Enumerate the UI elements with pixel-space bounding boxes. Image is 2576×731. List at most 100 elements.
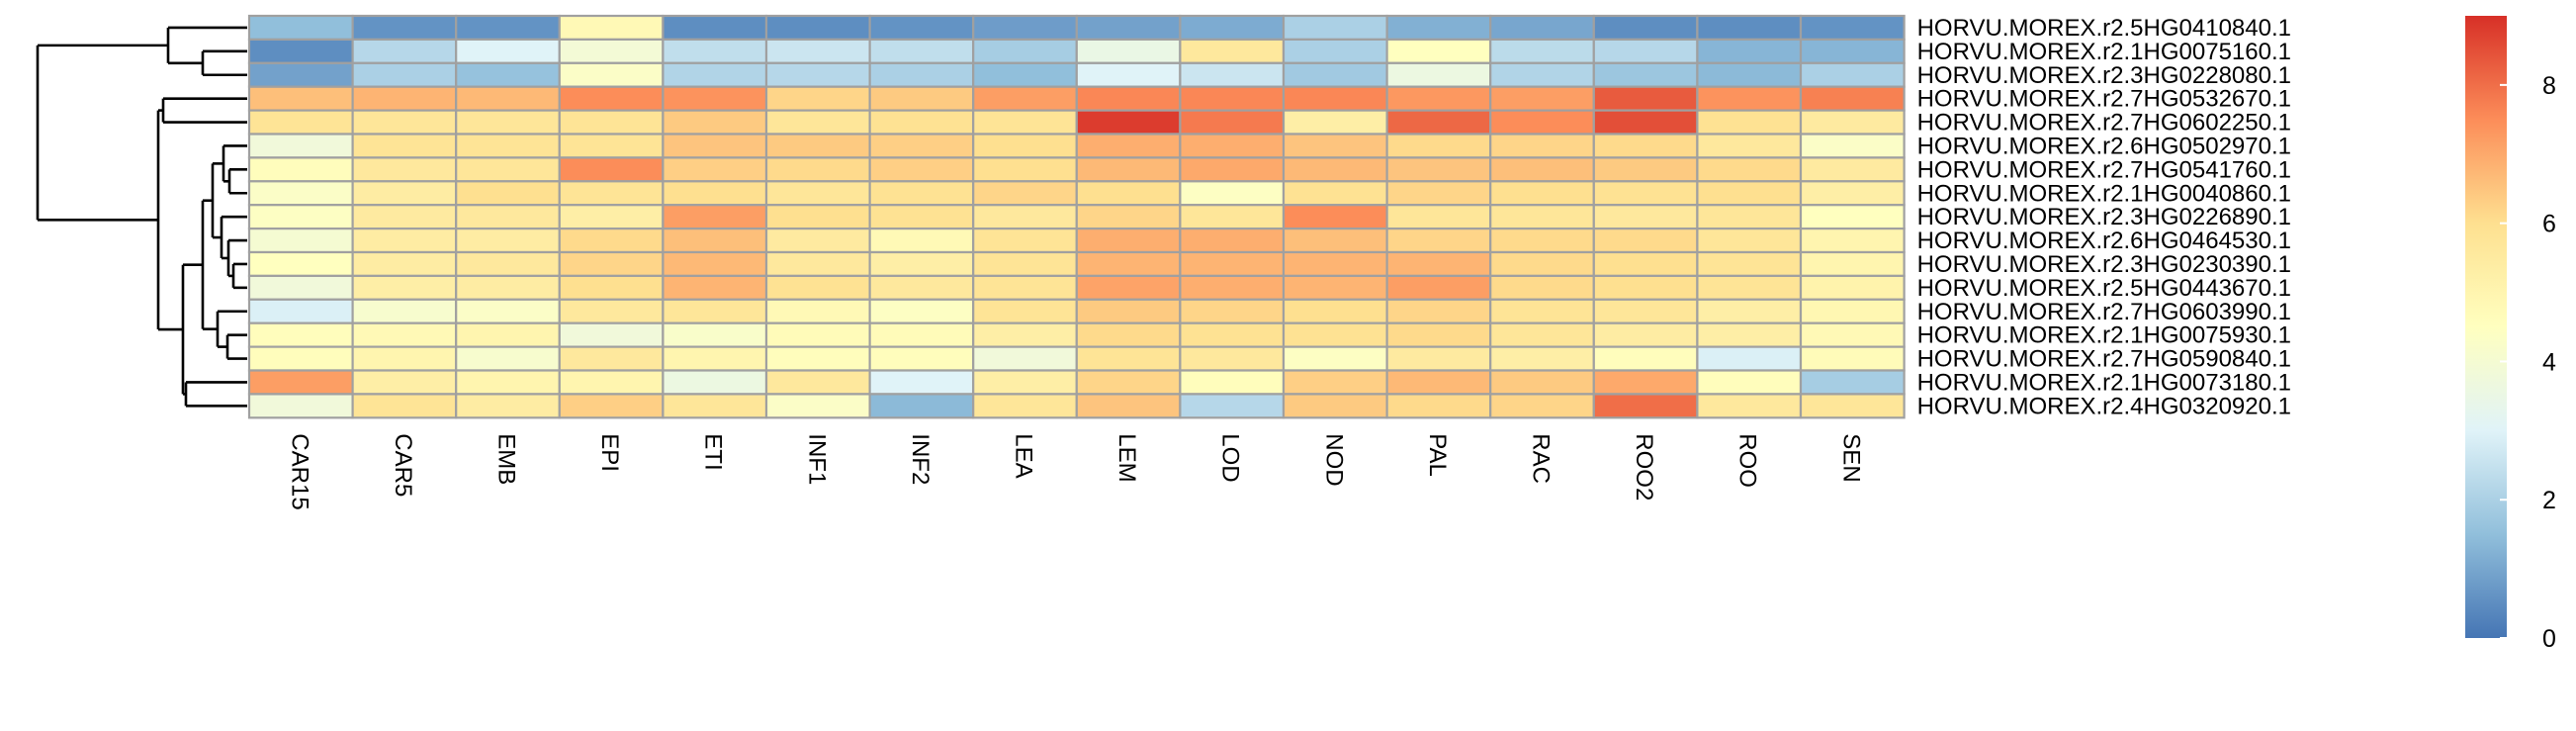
heatmap-cell — [972, 180, 1078, 207]
heatmap-cell — [455, 204, 561, 230]
heatmap-cell — [868, 274, 975, 301]
heatmap-cell — [972, 133, 1078, 159]
heatmap-cell — [972, 393, 1078, 419]
heatmap-cell — [1385, 14, 1492, 41]
heatmap-cell — [662, 156, 768, 183]
heatmap-cell — [972, 204, 1078, 230]
heatmap-cell — [351, 393, 458, 419]
heatmap-cell — [1489, 345, 1595, 372]
heatmap-cell — [1385, 109, 1492, 136]
heatmap-cell — [662, 321, 768, 348]
heatmap-cell — [351, 228, 458, 254]
heatmap-cell — [351, 274, 458, 301]
row-label: HORVU.MOREX.r2.6HG0502970.1 — [1917, 133, 2291, 159]
heatmap-cell — [455, 133, 561, 159]
heatmap-cell — [1592, 85, 1699, 112]
heatmap-cell — [868, 250, 975, 277]
legend-tick-label: 4 — [2542, 348, 2556, 376]
heatmap-cell — [972, 298, 1078, 324]
heatmap-cell — [972, 38, 1078, 64]
heatmap-cell — [1385, 274, 1492, 301]
heatmap-cell — [558, 38, 665, 64]
heatmap-cell — [247, 109, 354, 136]
heatmap-cell — [1282, 250, 1388, 277]
heatmap-cell — [247, 298, 354, 324]
heatmap-cell — [972, 14, 1078, 41]
heatmap-cell — [455, 228, 561, 254]
row-label: HORVU.MOREX.r2.1HG0075930.1 — [1917, 322, 2291, 349]
heatmap-cell — [1799, 321, 1906, 348]
heatmap-cell — [1075, 109, 1182, 136]
heatmap-cell — [1696, 109, 1803, 136]
heatmap-cell — [1696, 345, 1803, 372]
heatmap-cell — [455, 298, 561, 324]
heatmap-cell — [1592, 14, 1699, 41]
row-label: HORVU.MOREX.r2.1HG0075160.1 — [1917, 39, 2291, 65]
column-label: SEN — [1837, 433, 1864, 482]
heatmap-cell — [247, 133, 354, 159]
heatmap-cell — [764, 204, 871, 230]
heatmap-cell — [1799, 109, 1906, 136]
legend-tick-label: 6 — [2542, 211, 2556, 238]
row-label: HORVU.MOREX.r2.3HG0226890.1 — [1917, 204, 2291, 230]
heatmap-cell — [764, 369, 871, 396]
heatmap-cell — [558, 14, 665, 41]
heatmap-cell — [868, 85, 975, 112]
heatmap-cell — [455, 38, 561, 64]
heatmap-cell — [1489, 321, 1595, 348]
row-label: HORVU.MOREX.r2.3HG0230390.1 — [1917, 251, 2291, 278]
heatmap-cell — [1075, 14, 1182, 41]
column-label: NOD — [1320, 433, 1347, 486]
heatmap-cells — [247, 14, 1906, 419]
heatmap-cell — [1592, 345, 1699, 372]
heatmap-cell — [1799, 204, 1906, 230]
heatmap-cell — [662, 38, 768, 64]
heatmap-cell — [455, 14, 561, 41]
heatmap-cell — [1799, 14, 1906, 41]
heatmap-cell — [1696, 38, 1803, 64]
heatmap-cell — [558, 156, 665, 183]
heatmap-cell — [1179, 156, 1286, 183]
heatmap-cell — [247, 321, 354, 348]
heatmap-cell — [972, 369, 1078, 396]
column-labels: CAR15 CAR5 EMB EPI ETI INF1 INF2 LEA LEM LOD NOD PA… — [286, 433, 1864, 509]
heatmap-cell — [868, 393, 975, 419]
heatmap-cell — [1075, 61, 1182, 88]
heatmap-cell — [868, 298, 975, 324]
heatmap-cell — [558, 369, 665, 396]
heatmap-cell — [1075, 133, 1182, 159]
heatmap-cell — [1489, 133, 1595, 159]
heatmap-cell — [558, 204, 665, 230]
column-label: CAR15 — [286, 433, 312, 509]
heatmap-cell — [351, 180, 458, 207]
heatmap-cell — [662, 345, 768, 372]
heatmap-cell — [1489, 298, 1595, 324]
heatmap-cell — [455, 180, 561, 207]
heatmap-cell — [1799, 133, 1906, 159]
heatmap-cell — [1385, 180, 1492, 207]
heatmap-cell — [1282, 345, 1388, 372]
heatmap-cell — [662, 133, 768, 159]
heatmap-cell — [1179, 85, 1286, 112]
heatmap-cell — [1385, 250, 1492, 277]
heatmap-cell — [247, 14, 354, 41]
heatmap-cell — [1179, 228, 1286, 254]
heatmap-cell — [1799, 250, 1906, 277]
heatmap-cell — [1075, 274, 1182, 301]
heatmap-cell — [247, 85, 354, 112]
column-label: LEA — [1011, 433, 1037, 478]
column-label: RAC — [1528, 433, 1554, 484]
heatmap-cell — [868, 345, 975, 372]
heatmap-cell — [351, 133, 458, 159]
heatmap-cell — [764, 228, 871, 254]
heatmap-cell — [1489, 369, 1595, 396]
heatmap-cell — [1592, 61, 1699, 88]
heatmap-cell — [764, 61, 871, 88]
heatmap-cell — [247, 61, 354, 88]
heatmap-cell — [1075, 156, 1182, 183]
heatmap-cell — [662, 85, 768, 112]
heatmap-cell — [1385, 228, 1492, 254]
heatmap-cell — [1385, 85, 1492, 112]
heatmap-cell — [1075, 228, 1182, 254]
